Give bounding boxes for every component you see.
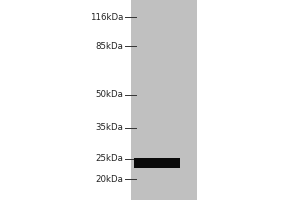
Text: 35kDa: 35kDa <box>95 123 123 132</box>
Text: 116kDa: 116kDa <box>90 13 123 22</box>
Bar <box>130 0 196 200</box>
Text: 85kDa: 85kDa <box>95 42 123 51</box>
Text: 25kDa: 25kDa <box>95 154 123 163</box>
Text: 50kDa: 50kDa <box>95 90 123 99</box>
Text: 20kDa: 20kDa <box>95 175 123 184</box>
Bar <box>134 158 180 168</box>
